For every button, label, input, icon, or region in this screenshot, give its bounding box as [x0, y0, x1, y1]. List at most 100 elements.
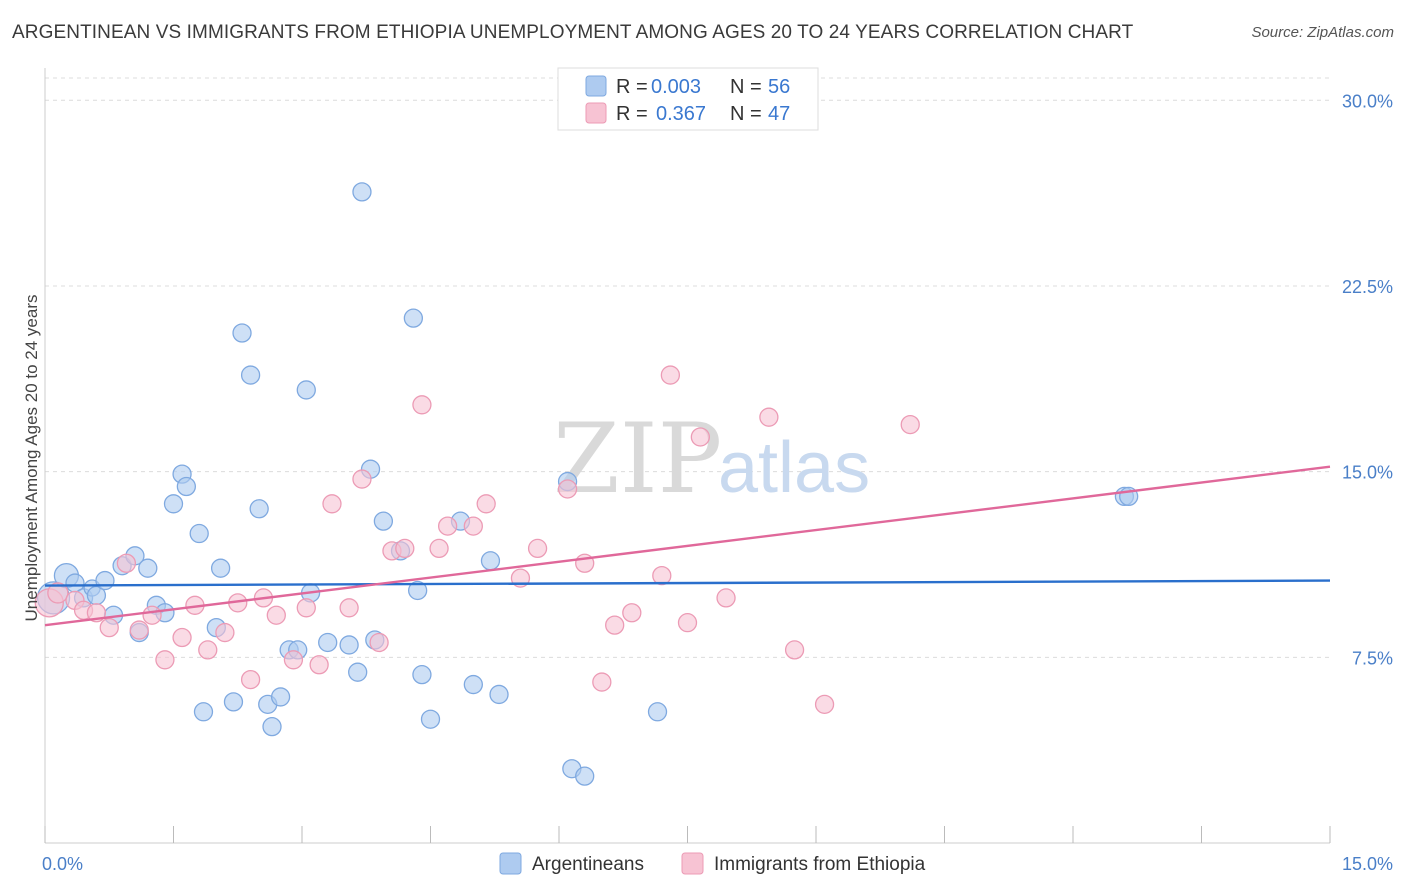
point-blue-6 — [95, 570, 115, 591]
point-pink-30 — [463, 516, 483, 536]
axes — [44, 68, 1331, 844]
chart-title: ARGENTINEAN VS IMMIGRANTS FROM ETHIOPIA … — [12, 22, 1134, 43]
point-pink-46 — [814, 694, 835, 715]
point-pink-24 — [369, 632, 389, 653]
point-blue-47 — [489, 684, 509, 705]
trend-lines — [44, 465, 1331, 627]
point-blue-27 — [270, 687, 291, 707]
y-tick-label-2: 22.5% — [1342, 277, 1393, 297]
series-legend: Argentineans Immigrants from Ethiopia — [499, 852, 926, 875]
series-label-ethiopia: Immigrants from Ethiopia — [714, 854, 926, 875]
point-pink-5 — [99, 617, 119, 638]
point-pink-9 — [155, 650, 175, 670]
legend-r-label-2: R = — [616, 103, 648, 125]
trend-line-blue — [44, 579, 1331, 587]
point-pink-18 — [283, 650, 304, 670]
point-pink-12 — [198, 640, 218, 660]
point-pink-40 — [660, 365, 681, 385]
x-tick-label-1: 15.0% — [1342, 854, 1393, 874]
point-pink-43 — [716, 588, 736, 608]
point-blue-42 — [412, 665, 432, 685]
point-pink-6 — [116, 553, 137, 573]
point-blue-26 — [262, 716, 282, 737]
point-pink-42 — [690, 427, 710, 447]
point-blue-34 — [348, 662, 368, 682]
point-blue-40 — [403, 308, 424, 328]
point-blue-51 — [647, 702, 668, 722]
point-blue-24 — [249, 499, 269, 519]
point-blue-16 — [176, 476, 197, 497]
series-label-argentineans: Argentineans — [532, 854, 644, 875]
point-pink-37 — [605, 615, 625, 635]
point-blue-38 — [373, 511, 394, 531]
point-pink-22 — [339, 598, 359, 618]
point-blue-30 — [296, 380, 316, 400]
point-pink-20 — [309, 655, 329, 675]
source-credit: Source: ZipAtlas.com — [1251, 24, 1394, 41]
watermark: ZIP atlas — [553, 403, 870, 515]
point-pink-39 — [652, 565, 672, 586]
point-blue-43 — [420, 709, 441, 729]
point-blue-21 — [223, 692, 244, 712]
legend-n-value-2: 47 — [768, 103, 790, 125]
point-blue-32 — [318, 632, 338, 653]
point-pink-28 — [429, 538, 449, 559]
point-blue-50 — [575, 766, 595, 786]
watermark-zip: ZIP — [553, 403, 722, 515]
point-pink-7 — [129, 620, 149, 640]
series-swatch-argentineans — [499, 852, 522, 875]
tick-labels: 7.5% 15.0% 22.5% 30.0% 0.0% 15.0% — [42, 91, 1393, 874]
point-blue-11 — [138, 558, 158, 578]
point-pink-27 — [412, 395, 432, 415]
point-blue-41 — [407, 580, 428, 601]
point-pink-1 — [47, 582, 69, 604]
legend-n-label-1: N = — [730, 76, 762, 98]
point-pink-19 — [296, 598, 316, 618]
legend-r-value-1: 0.003 — [651, 76, 701, 98]
point-blue-45 — [463, 674, 483, 695]
point-blue-18 — [193, 702, 214, 722]
point-pink-41 — [677, 613, 698, 633]
point-pink-8 — [142, 605, 162, 625]
point-pink-47 — [900, 414, 920, 435]
point-blue-46 — [480, 551, 501, 571]
grid — [45, 77, 1330, 658]
watermark-atlas: atlas — [718, 428, 870, 508]
y-axis-label: Unemployment Among Ages 20 to 24 years — [22, 295, 41, 622]
point-pink-13 — [215, 622, 235, 643]
point-pink-10 — [172, 627, 192, 648]
point-pink-44 — [759, 407, 779, 427]
x-tick-label-0: 0.0% — [42, 854, 83, 874]
point-pink-21 — [322, 494, 342, 514]
point-pink-45 — [784, 640, 805, 660]
point-blue-14 — [163, 494, 184, 514]
point-pink-23 — [352, 469, 372, 489]
legend-swatch-blue — [585, 75, 607, 97]
point-blue-35 — [352, 182, 372, 202]
point-pink-38 — [622, 603, 642, 623]
y-tick-label-3: 30.0% — [1342, 91, 1393, 111]
legend-n-value-1: 56 — [768, 76, 790, 98]
legend-r-label-1: R = — [616, 76, 648, 98]
y-tick-label-1: 15.0% — [1342, 463, 1393, 483]
correlation-legend: R = 0.003 N = 56 R = 0.367 N = 47 — [557, 67, 819, 131]
y-tick-label-0: 7.5% — [1352, 648, 1393, 668]
point-pink-34 — [557, 479, 578, 499]
point-pink-31 — [476, 494, 496, 514]
legend-r-value-2: 0.367 — [656, 103, 706, 125]
point-blue-22 — [232, 323, 252, 343]
point-pink-29 — [437, 516, 458, 536]
point-pink-15 — [240, 669, 261, 690]
trend-line-pink — [44, 465, 1331, 627]
point-blue-20 — [210, 558, 231, 578]
point-pink-33 — [527, 538, 548, 559]
series-swatch-ethiopia — [681, 852, 704, 875]
point-blue-33 — [339, 635, 359, 655]
point-pink-36 — [592, 672, 612, 692]
point-pink-17 — [266, 605, 286, 625]
point-blue-17 — [189, 523, 209, 544]
point-pink-26 — [395, 538, 415, 559]
legend-n-label-2: N = — [730, 103, 762, 125]
legend-swatch-pink — [585, 102, 607, 124]
